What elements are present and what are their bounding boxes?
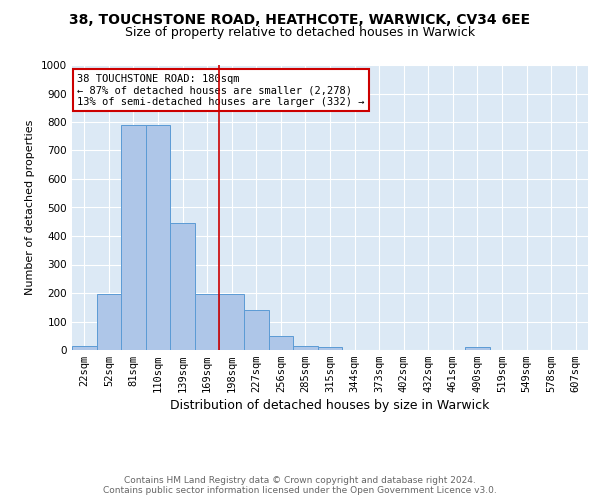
Bar — [318, 347, 342, 350]
Text: 38 TOUCHSTONE ROAD: 180sqm
← 87% of detached houses are smaller (2,278)
13% of s: 38 TOUCHSTONE ROAD: 180sqm ← 87% of deta… — [77, 74, 365, 107]
Bar — [293, 346, 318, 350]
Text: 38, TOUCHSTONE ROAD, HEATHCOTE, WARWICK, CV34 6EE: 38, TOUCHSTONE ROAD, HEATHCOTE, WARWICK,… — [70, 12, 530, 26]
Bar — [121, 125, 146, 350]
Bar — [195, 294, 220, 350]
Bar — [244, 310, 269, 350]
Bar — [146, 125, 170, 350]
X-axis label: Distribution of detached houses by size in Warwick: Distribution of detached houses by size … — [170, 400, 490, 412]
Bar — [220, 294, 244, 350]
Bar — [465, 347, 490, 350]
Bar — [170, 223, 195, 350]
Bar — [72, 346, 97, 350]
Text: Contains HM Land Registry data © Crown copyright and database right 2024.
Contai: Contains HM Land Registry data © Crown c… — [103, 476, 497, 495]
Text: Size of property relative to detached houses in Warwick: Size of property relative to detached ho… — [125, 26, 475, 39]
Bar — [97, 294, 121, 350]
Y-axis label: Number of detached properties: Number of detached properties — [25, 120, 35, 295]
Bar — [269, 336, 293, 350]
